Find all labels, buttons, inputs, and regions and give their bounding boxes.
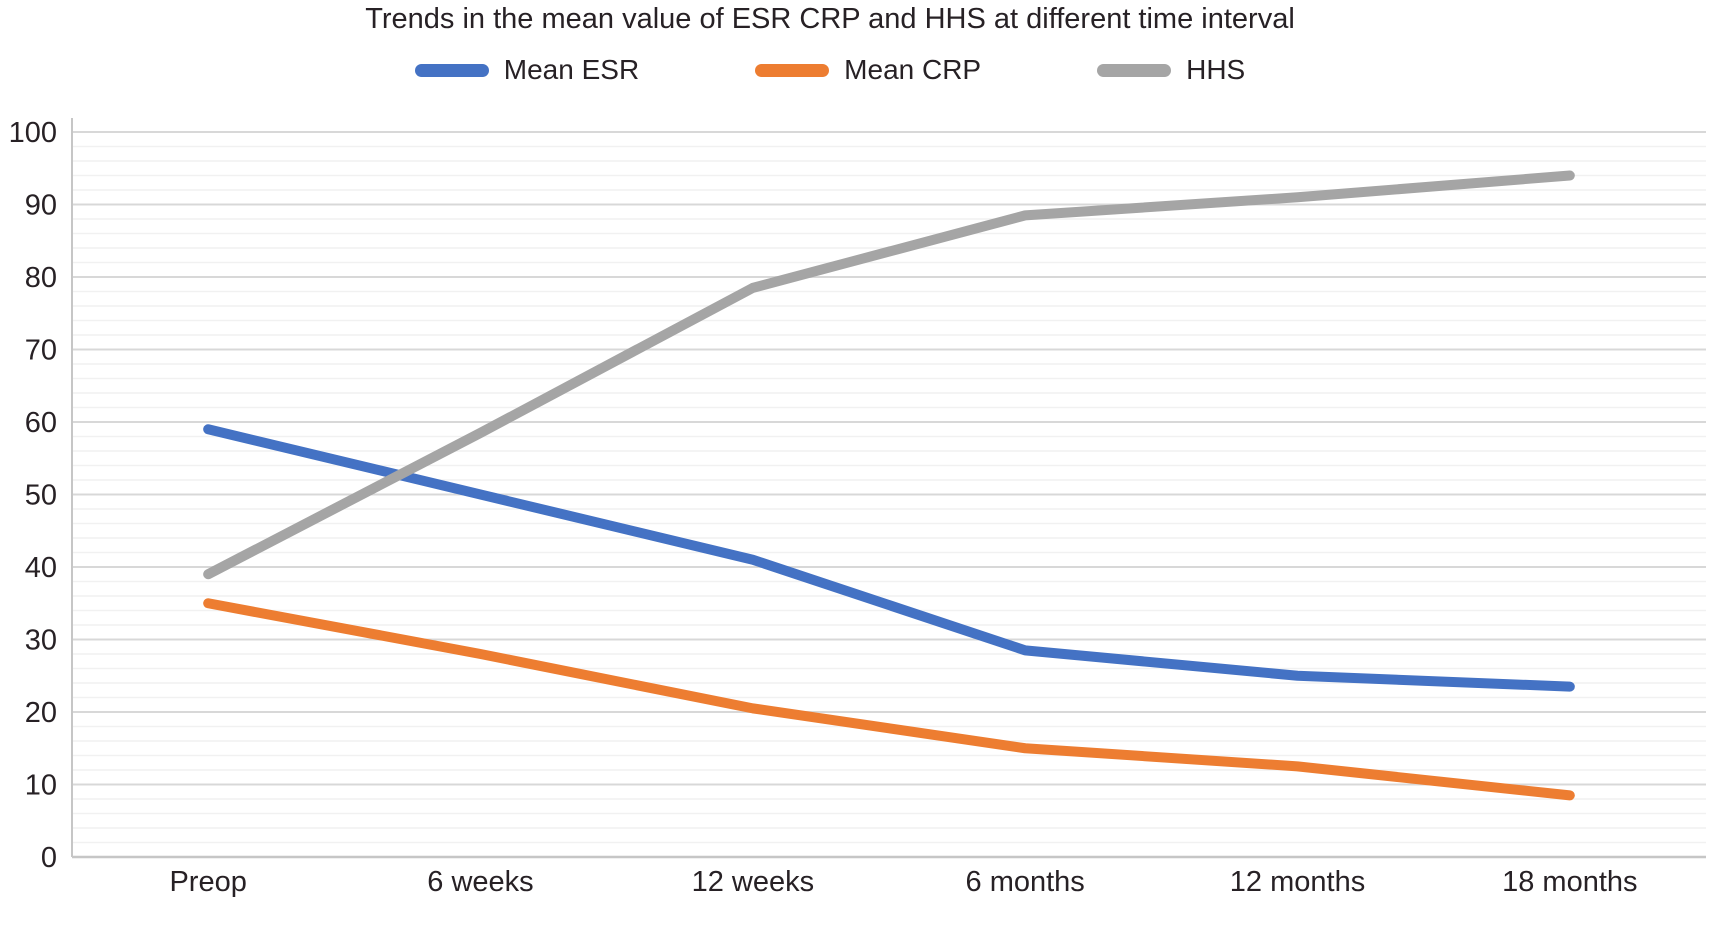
legend-label: HHS [1186, 54, 1246, 85]
series-line-mean-crp [203, 598, 1575, 801]
y-tick-label: 20 [25, 697, 57, 729]
x-tick-label: 18 months [1502, 866, 1637, 898]
legend-swatch-icon [1097, 63, 1172, 77]
x-tick-label: 6 months [966, 866, 1085, 898]
y-tick-label: 30 [25, 625, 57, 657]
legend-label: Mean CRP [844, 54, 982, 85]
y-tick-label: 0 [41, 842, 57, 874]
series-line-hhs [203, 170, 1575, 580]
y-tick-label: 80 [25, 262, 57, 294]
y-tick-label: 50 [25, 480, 57, 512]
x-tick-label: Preop [169, 866, 246, 898]
series-line-mean-esr [203, 424, 1575, 692]
legend-item-hhs: HHS [1097, 54, 1245, 86]
x-tick-label: 12 weeks [692, 866, 815, 898]
x-tick-label: 12 months [1230, 866, 1365, 898]
legend: Mean ESR Mean CRP HHS [0, 52, 1660, 88]
y-tick-label: 100 [9, 117, 57, 149]
legend-swatch-icon [755, 63, 830, 77]
y-tick-label: 40 [25, 552, 57, 584]
y-tick-label: 70 [25, 335, 57, 367]
legend-label: Mean ESR [503, 54, 640, 85]
y-tick-label: 10 [25, 770, 57, 802]
legend-swatch-icon [414, 63, 489, 77]
legend-item-mean-crp: Mean CRP [755, 54, 981, 86]
legend-item-mean-esr: Mean ESR [414, 54, 640, 86]
y-tick-label: 90 [25, 190, 57, 222]
chart-title: Trends in the mean value of ESR CRP and … [365, 3, 1295, 35]
x-tick-label: 6 weeks [427, 866, 533, 898]
y-tick-label: 60 [25, 407, 57, 439]
